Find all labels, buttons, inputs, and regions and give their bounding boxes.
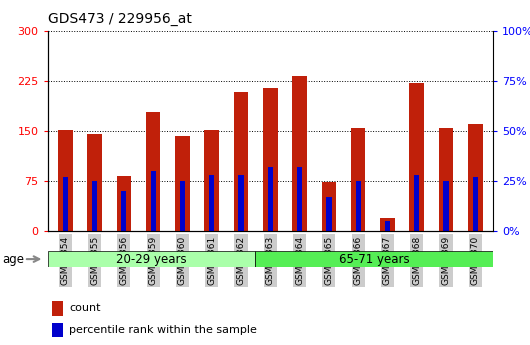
Bar — [351, 128, 366, 231]
Bar — [444, 181, 449, 231]
Bar — [356, 181, 361, 231]
Bar — [92, 181, 97, 231]
Bar — [238, 175, 244, 231]
Bar — [439, 128, 453, 231]
Bar — [205, 130, 219, 231]
Bar — [234, 92, 249, 231]
Bar — [380, 218, 395, 231]
Bar — [326, 197, 331, 231]
Bar — [322, 183, 336, 231]
Bar — [297, 167, 302, 231]
Bar — [117, 176, 131, 231]
Text: 65-71 years: 65-71 years — [339, 253, 410, 266]
Text: age: age — [3, 253, 25, 266]
Bar — [58, 130, 73, 231]
Bar — [151, 171, 156, 231]
Text: GDS473 / 229956_at: GDS473 / 229956_at — [48, 12, 191, 26]
Bar — [414, 175, 419, 231]
Text: count: count — [69, 303, 101, 313]
Bar — [180, 181, 185, 231]
Bar — [146, 112, 161, 231]
Bar — [52, 323, 63, 337]
Bar — [121, 191, 127, 231]
Bar — [87, 134, 102, 231]
Bar — [209, 175, 214, 231]
Bar — [468, 125, 483, 231]
Bar — [263, 88, 278, 231]
Bar — [63, 177, 68, 231]
Bar — [48, 251, 255, 267]
Bar — [409, 83, 424, 231]
Bar — [268, 167, 273, 231]
Bar — [473, 177, 478, 231]
Bar — [255, 251, 493, 267]
Bar — [385, 221, 390, 231]
Bar — [175, 136, 190, 231]
Bar — [292, 76, 307, 231]
Text: 20-29 years: 20-29 years — [116, 253, 187, 266]
Text: percentile rank within the sample: percentile rank within the sample — [69, 325, 257, 335]
Bar — [52, 301, 63, 316]
